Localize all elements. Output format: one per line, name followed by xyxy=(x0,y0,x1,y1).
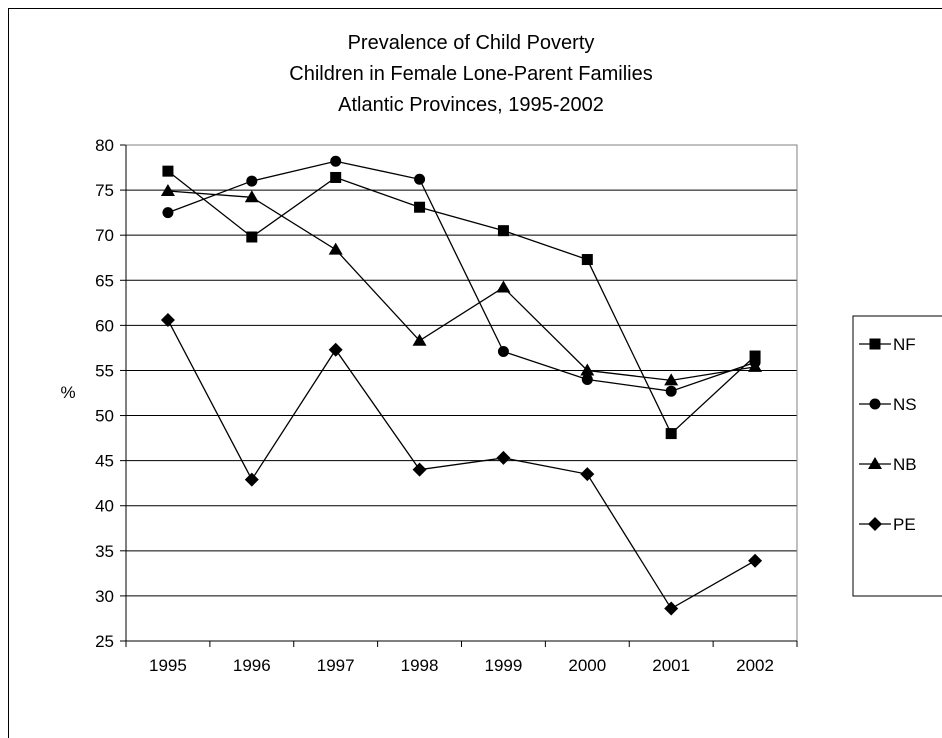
chart-title: Prevalence of Child Poverty Children in … xyxy=(289,32,653,116)
data-point-pe xyxy=(664,601,679,616)
legend-item-pe: PE xyxy=(859,515,916,534)
data-point-pe xyxy=(496,450,511,465)
y-tick-label: 55 xyxy=(95,361,114,380)
y-tick-label: 35 xyxy=(95,542,114,561)
y-tick-label: 70 xyxy=(95,226,114,245)
y-tick-label: 75 xyxy=(95,181,114,200)
data-point-nb xyxy=(580,363,595,376)
axes: 25 30 35 40 45 50 55 60 65 70 75 80 1995 1996 1997 1998… xyxy=(95,136,798,675)
legend-marker xyxy=(868,517,882,531)
series-ns xyxy=(162,155,761,397)
chart-title-line-3: Atlantic Provinces, 1995-2002 xyxy=(338,94,604,116)
series-line-nf xyxy=(167,170,756,435)
series-line-nb xyxy=(167,190,756,382)
y-tick-label: 45 xyxy=(95,452,114,471)
legend-box xyxy=(852,315,942,597)
data-point-nb xyxy=(664,373,679,386)
legend-label: NS xyxy=(893,395,917,414)
x-tick-label: 1995 xyxy=(149,656,187,675)
data-point-nb xyxy=(244,190,259,203)
x-tick-label: 1996 xyxy=(233,656,271,675)
series-pe xyxy=(160,312,763,616)
y-tick-label: 50 xyxy=(95,407,114,426)
series-nb xyxy=(160,183,763,386)
legend-marker xyxy=(869,338,881,350)
data-point-pe xyxy=(160,312,175,327)
data-point-pe xyxy=(580,467,595,482)
legend-item-nb: NB xyxy=(859,455,917,474)
data-point-nb xyxy=(496,280,511,293)
data-point-pe xyxy=(244,472,259,487)
series-line-pe xyxy=(167,319,756,610)
y-tick-label: 65 xyxy=(95,271,114,290)
legend: NF NS NB PE xyxy=(852,315,942,597)
data-point-ns xyxy=(414,173,426,185)
series-line-ns xyxy=(167,160,756,392)
legend-marker xyxy=(869,398,881,410)
data-point-nb xyxy=(160,183,175,196)
y-tick-label: 40 xyxy=(95,497,114,516)
data-point-ns xyxy=(665,385,677,397)
data-point-ns xyxy=(497,346,509,358)
data-point-nf xyxy=(414,201,426,213)
data-point-nf xyxy=(162,165,174,177)
data-point-nb xyxy=(412,333,427,346)
data-point-pe xyxy=(412,462,427,477)
legend-item-ns: NS xyxy=(859,395,917,414)
data-point-nf xyxy=(581,254,593,266)
data-point-nb xyxy=(328,242,343,255)
legend-label: NF xyxy=(893,335,916,354)
legend-label: NB xyxy=(893,455,917,474)
x-tick-label: 1998 xyxy=(401,656,439,675)
y-tick-label: 25 xyxy=(95,632,114,651)
x-tick-label: 1999 xyxy=(485,656,523,675)
series-lines xyxy=(160,155,763,616)
y-axis-label: % xyxy=(60,383,75,402)
data-point-ns xyxy=(162,207,174,219)
legend-marker xyxy=(868,457,882,469)
data-point-ns xyxy=(246,175,258,187)
x-tick-label: 2000 xyxy=(568,656,606,675)
data-point-ns xyxy=(330,155,342,167)
chart-title-line-2: Children in Female Lone-Parent Families xyxy=(289,63,653,85)
x-tick-label: 1997 xyxy=(317,656,355,675)
data-point-nf xyxy=(497,225,509,237)
data-point-ns xyxy=(581,373,593,385)
x-tick-label: 2002 xyxy=(736,656,774,675)
data-point-nf xyxy=(749,350,761,362)
data-point-pe xyxy=(328,342,343,357)
y-tick-label: 80 xyxy=(95,136,114,155)
data-point-pe xyxy=(748,553,763,568)
y-tick-label: 60 xyxy=(95,316,114,335)
x-tick-label: 2001 xyxy=(652,656,690,675)
data-point-nf xyxy=(665,428,677,440)
data-point-nb xyxy=(748,359,763,372)
legend-label: PE xyxy=(893,515,916,534)
series-nf xyxy=(162,165,761,440)
data-point-nf xyxy=(246,231,258,243)
legend-item-nf: NF xyxy=(859,335,916,354)
chart-title-line-1: Prevalence of Child Poverty xyxy=(348,32,595,54)
chart-area xyxy=(8,8,942,738)
data-point-nf xyxy=(330,171,342,183)
y-tick-label: 30 xyxy=(95,587,114,606)
